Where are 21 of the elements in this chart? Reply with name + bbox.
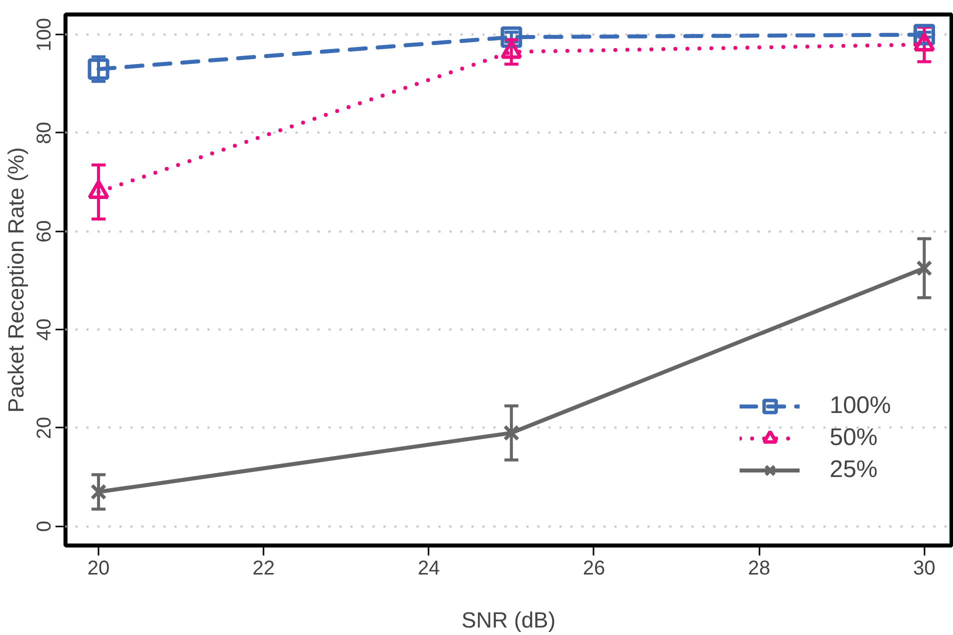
- y-axis-title: Packet Reception Rate (%): [4, 147, 28, 413]
- point: [90, 484, 107, 500]
- y-tick-label: 80: [34, 122, 56, 144]
- legend-label: 100%: [830, 392, 891, 420]
- legend-label: 25%: [830, 456, 878, 484]
- point: [88, 58, 110, 80]
- x-axis-title: SNR (dB): [461, 608, 556, 632]
- x-tick-label: 28: [748, 558, 770, 580]
- y-tick-label: 20: [34, 416, 56, 440]
- x-tick-label: 26: [582, 558, 606, 580]
- x-tick-label: 22: [252, 558, 275, 580]
- y-tick-label: 40: [34, 318, 56, 341]
- point: [916, 260, 932, 276]
- y-tick-label: 0: [34, 520, 56, 532]
- point: [503, 424, 520, 442]
- x-tick-label: 20: [87, 558, 110, 580]
- legend-label: 50%: [830, 424, 878, 452]
- x-tick-label: 30: [913, 558, 936, 580]
- y-tick-label: 100: [34, 18, 56, 52]
- y-tick-label: 60: [34, 220, 56, 242]
- x-tick-label: 24: [418, 558, 440, 580]
